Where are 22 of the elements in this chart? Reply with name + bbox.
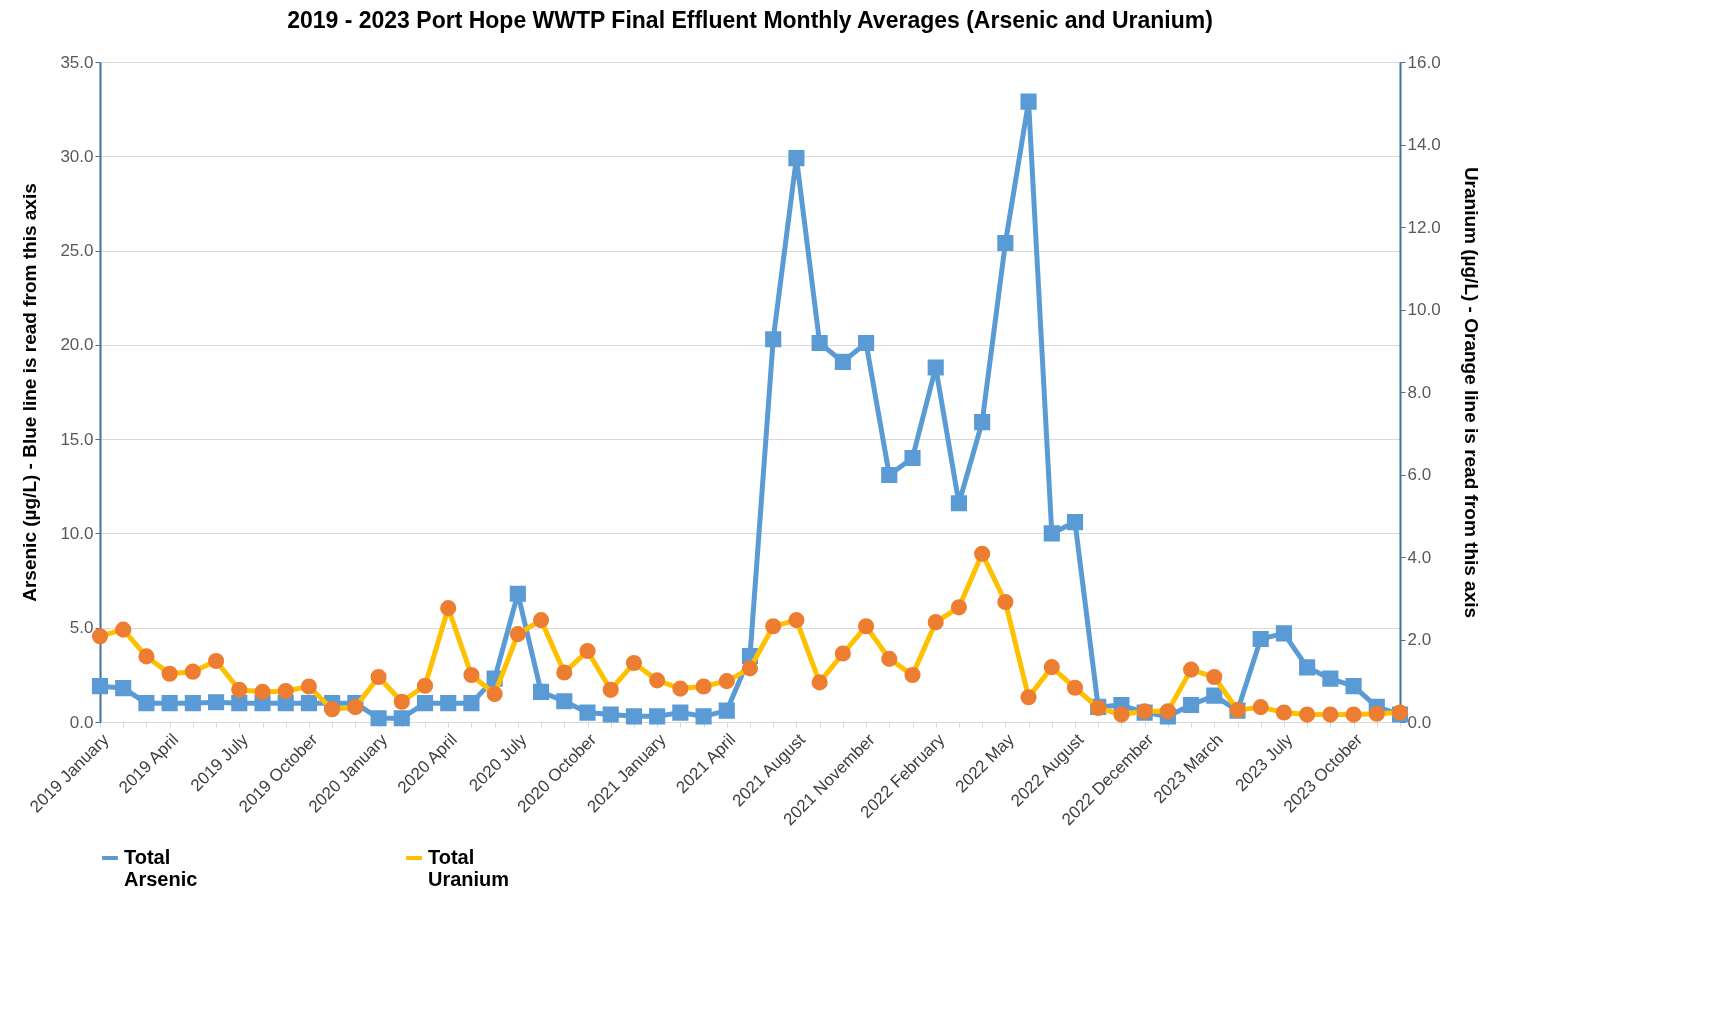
y2-tick-label: 8.0 [1407,382,1432,402]
y2-tick-label: 16.0 [1407,52,1441,72]
legend-label: Total Arsenic [124,846,198,890]
y2-tick-label: 12.0 [1407,217,1441,237]
y-tick-label: 5.0 [69,618,94,638]
y2-tick-label: 6.0 [1407,465,1432,484]
y2-axis-title: Uranium (µg/L) - Orange line is read from this axis [1460,166,1482,619]
y-tick-label: 30.0 [60,146,94,166]
y2-tick-label: 2.0 [1407,630,1432,649]
y-tick-label: 0.0 [69,712,94,732]
y2-tick-label: 14.0 [1407,135,1441,154]
y2-tick-label: 0.0 [1407,712,1432,732]
y2-tick-label: 4.0 [1407,547,1432,567]
y-axis-title: Arsenic (µg/L) - Blue line is read from this axis [19,183,41,602]
y-tick-label: 25.0 [60,241,94,261]
y2-tick-label: 10.0 [1407,300,1441,319]
y-tick-label: 15.0 [60,429,94,449]
y-tick-label: 10.0 [60,523,94,543]
legend-label: Total Uranium [428,846,510,890]
y-tick-label: 20.0 [60,335,94,355]
chart-title: 2019 - 2023 Port Hope WWTP Final Effluent Monthly Averages (Arsenic and Uranium) [287,7,1213,33]
y-tick-label: 35.0 [60,52,94,72]
